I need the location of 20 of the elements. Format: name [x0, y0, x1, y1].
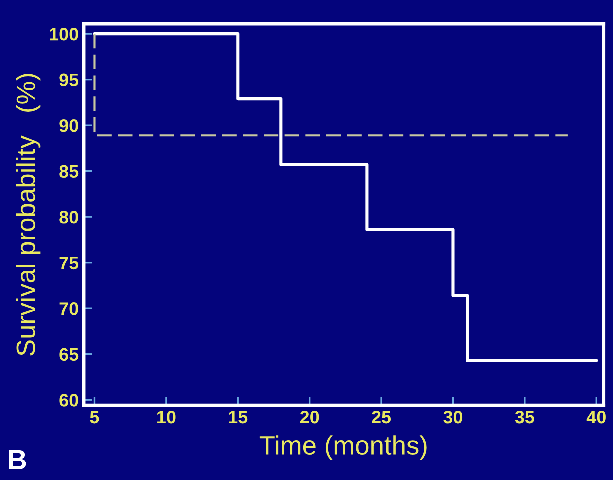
y-axis-title: Survival probability (%) — [16, 74, 41, 356]
y-tick-label: 95 — [60, 74, 79, 87]
x-tick-label: 20 — [300, 410, 320, 424]
x-axis-title: Time (months) — [260, 436, 427, 460]
x-tick-label: 30 — [444, 410, 463, 424]
y-tick-label: 80 — [60, 211, 78, 224]
x-tick-label: 5 — [90, 411, 100, 424]
x-tick-label: 35 — [515, 410, 534, 424]
y-tick-label: 70 — [60, 302, 78, 316]
y-tick-label: 85 — [60, 165, 79, 178]
y-tick-label: 90 — [60, 120, 78, 132]
y-tick-label: 60 — [60, 394, 78, 407]
y-tick-label: 100 — [50, 28, 78, 41]
x-tick-label: 25 — [372, 410, 392, 424]
text: B — [9, 450, 26, 470]
x-tick-label: 15 — [229, 411, 248, 424]
y-tick-label: 75 — [60, 256, 79, 270]
y-tick-label: 65 — [60, 348, 79, 362]
x-tick-label: 10 — [158, 410, 176, 424]
x-tick-label: 40 — [586, 410, 606, 424]
